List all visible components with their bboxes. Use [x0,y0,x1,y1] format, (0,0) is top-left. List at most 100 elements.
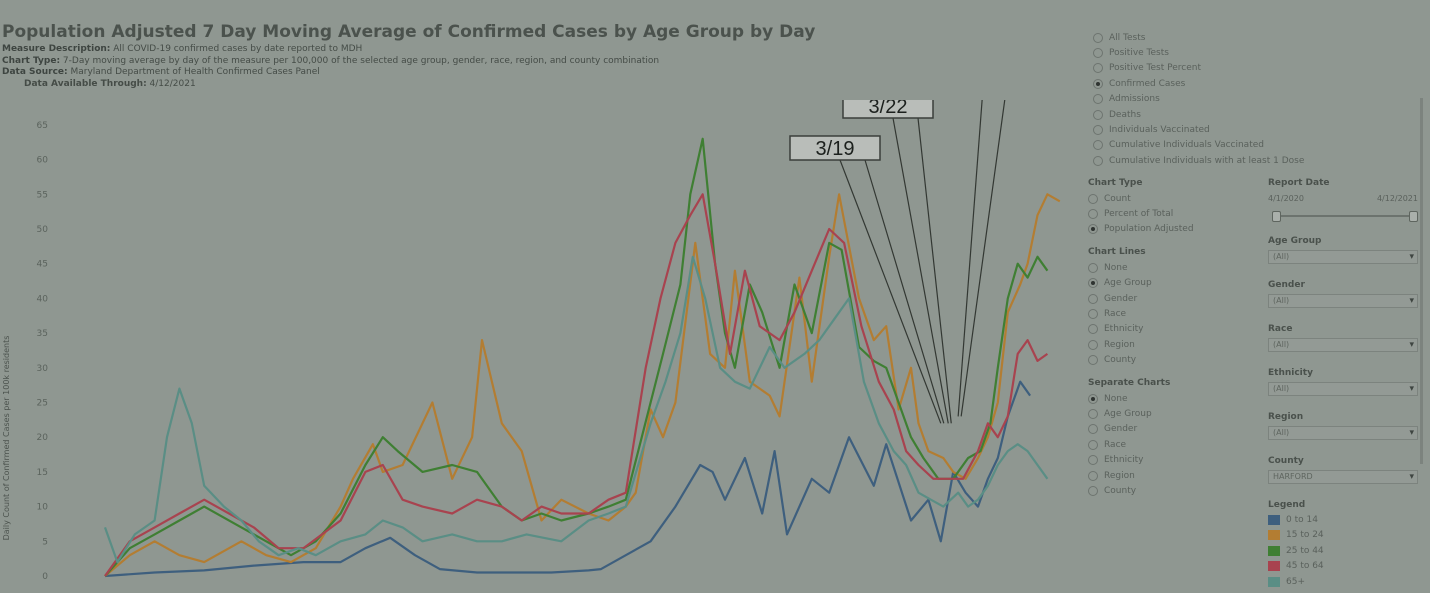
measure-option-label: Confirmed Cases [1109,78,1186,89]
filter-age-group-select[interactable]: (All) [1268,250,1418,264]
callout-pointer [839,159,942,424]
radio-icon[interactable] [1088,309,1098,320]
measure-option-label: Admissions [1109,94,1160,105]
radio-selected-icon[interactable] [1088,393,1098,404]
date-callouts: 3/19 3/22 3/26 [789,100,1006,424]
legend-item-25-to-44[interactable]: 25 to 44 [1268,543,1418,559]
separate-charts-option-race[interactable]: Race [1088,437,1263,452]
report-date-slider[interactable] [1276,215,1414,217]
radio-icon[interactable] [1088,293,1098,304]
legend-item-0-to-14[interactable]: 0 to 14 [1268,512,1418,528]
y-tick-label: 50 [37,225,49,235]
measure-option-individuals-vaccinated[interactable]: Individuals Vaccinated [1093,122,1393,137]
filter-label: Gender [1268,280,1305,290]
chart-lines-option-none[interactable]: None [1088,260,1263,275]
callout-pointer [960,100,1006,417]
legend-item-65[interactable]: 65+ [1268,574,1418,590]
radio-icon[interactable] [1088,485,1098,496]
measure-description-label: Measure Description: [2,44,111,54]
separate-charts-option-label: Race [1104,439,1127,450]
separate-charts-option-ethnicity[interactable]: Ethnicity [1088,452,1263,467]
data-available-label: Data Available Through: [24,78,147,89]
radio-icon[interactable] [1088,424,1098,435]
measure-option-confirmed-cases[interactable]: Confirmed Cases [1093,76,1393,91]
panel-scrollbar[interactable] [1420,98,1423,464]
chart-lines-option-gender[interactable]: Gender [1088,291,1263,306]
report-date-end-handle[interactable] [1409,211,1418,222]
legend-item-45-to-64[interactable]: 45 to 64 [1268,559,1418,575]
measure-option-cumulative-individuals-with-at-least-1-dose[interactable]: Cumulative Individuals with at least 1 D… [1093,153,1393,168]
chart-lines-option-ethnicity[interactable]: Ethnicity [1088,322,1263,337]
series-line-15-to-24[interactable] [104,193,1061,577]
series-line-45-to-64[interactable] [104,193,1049,577]
separate-charts-option-gender[interactable]: Gender [1088,422,1263,437]
radio-icon[interactable] [1088,324,1098,335]
filter-ethnicity: Ethnicity (All) [1268,368,1418,396]
measure-option-cumulative-individuals-vaccinated[interactable]: Cumulative Individuals Vaccinated [1093,138,1393,153]
radio-selected-icon[interactable] [1093,78,1103,89]
radio-icon[interactable] [1088,408,1098,419]
chart-type-option-population-adjusted[interactable]: Population Adjusted [1088,222,1263,237]
callout-3-19: 3/19 [789,135,945,424]
y-tick-label: 0 [42,572,48,582]
separate-charts-option-none[interactable]: None [1088,391,1263,406]
radio-icon[interactable] [1093,109,1103,120]
chart-lines-option-region[interactable]: Region [1088,337,1263,352]
measure-option-all-tests[interactable]: All Tests [1093,30,1393,45]
y-axis-ticks: 0 5 10 15 20 25 30 35 40 45 50 55 60 65 [37,121,49,582]
filter-gender: Gender (All) [1268,280,1418,308]
separate-charts-option-label: Region [1104,470,1135,481]
measure-option-positive-test-percent[interactable]: Positive Test Percent [1093,61,1393,76]
radio-icon[interactable] [1088,339,1098,350]
radio-icon[interactable] [1093,48,1103,59]
radio-icon[interactable] [1088,355,1098,366]
legend-swatch [1268,530,1280,541]
filter-county: County HARFORD [1268,456,1418,484]
radio-icon[interactable] [1093,94,1103,105]
radio-icon[interactable] [1088,193,1098,204]
legend-label: 15 to 24 [1286,530,1324,541]
radio-icon[interactable] [1088,262,1098,273]
radio-selected-icon[interactable] [1088,224,1098,235]
callout-3-22: 3/22 [842,100,952,424]
chart-type-option-count[interactable]: Count [1088,191,1263,206]
radio-icon[interactable] [1088,470,1098,481]
filter-race-select[interactable]: (All) [1268,338,1418,352]
radio-icon[interactable] [1093,155,1103,166]
radio-icon[interactable] [1088,209,1098,220]
chart-lines-option-label: Age Group [1104,278,1152,289]
series-line-25-to-44[interactable] [104,137,1049,577]
radio-icon[interactable] [1088,439,1098,450]
report-date-start-handle[interactable] [1272,211,1281,222]
chart-lines-option-race[interactable]: Race [1088,306,1263,321]
filter-region-select[interactable]: (All) [1268,426,1418,440]
separate-charts-option-region[interactable]: Region [1088,468,1263,483]
filter-county-select[interactable]: HARFORD [1268,470,1418,484]
separate-charts-option-age-group[interactable]: Age Group [1088,406,1263,421]
measure-option-deaths[interactable]: Deaths [1093,107,1393,122]
legend-item-15-to-24[interactable]: 15 to 24 [1268,528,1418,544]
radio-selected-icon[interactable] [1088,278,1098,289]
radio-icon[interactable] [1093,32,1103,43]
radio-icon[interactable] [1093,125,1103,136]
measure-option-admissions[interactable]: Admissions [1093,92,1393,107]
chart-lines-option-county[interactable]: County [1088,353,1263,368]
callout-label: 3/19 [816,138,855,160]
y-tick-label: 5 [42,537,48,547]
radio-icon[interactable] [1093,140,1103,151]
chart-lines-option-label: County [1104,355,1137,366]
radio-icon[interactable] [1088,455,1098,466]
callout-box [842,100,934,119]
y-axis-label: Daily Count of Confirmed Cases per 100k … [2,336,11,541]
series-line-65[interactable] [103,255,1049,564]
separate-charts-option-county[interactable]: County [1088,483,1263,498]
filter-gender-select[interactable]: (All) [1268,294,1418,308]
radio-icon[interactable] [1093,63,1103,74]
filter-label: Region [1268,412,1304,422]
filter-ethnicity-select[interactable]: (All) [1268,382,1418,396]
series-line-0-to-14[interactable] [104,380,1031,578]
measure-option-label: Cumulative Individuals Vaccinated [1109,140,1264,151]
chart-type-option-percent-of-total[interactable]: Percent of Total [1088,206,1263,221]
measure-option-positive-tests[interactable]: Positive Tests [1093,45,1393,60]
chart-lines-option-age-group[interactable]: Age Group [1088,276,1263,291]
